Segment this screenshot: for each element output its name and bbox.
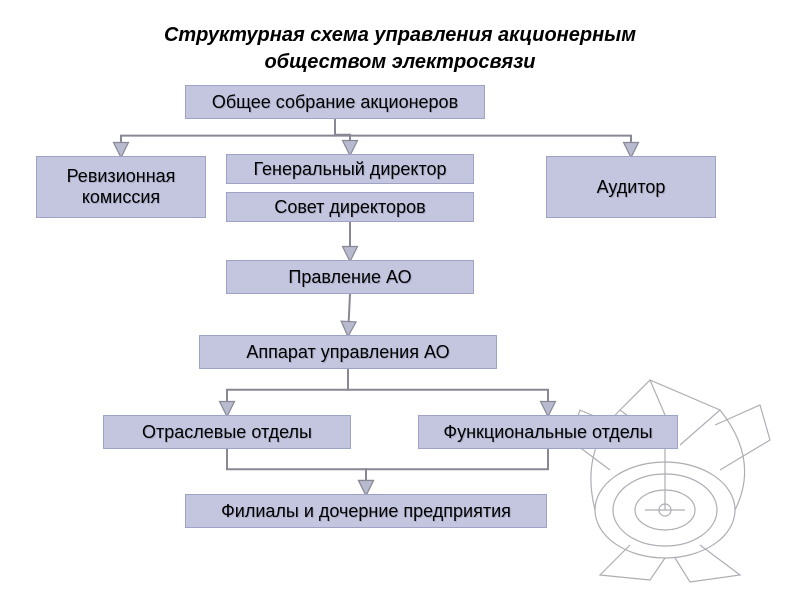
node-revision-commission: Ревизионная комиссия	[36, 156, 206, 218]
node-functional-departments: Функциональные отделы	[418, 415, 678, 449]
node-label: Аппарат управления АО	[246, 342, 449, 363]
decorative-illustration	[560, 370, 790, 585]
diagram-title: Структурная схема управления акционерным…	[0, 22, 800, 76]
node-label: Филиалы и дочерние предприятия	[221, 501, 511, 522]
node-label: Отраслевые отделы	[142, 422, 312, 443]
node-label: Функциональные отделы	[443, 422, 652, 443]
node-label: Правление АО	[288, 267, 411, 288]
node-general-meeting: Общее собрание акционеров	[185, 85, 485, 119]
node-general-director: Генеральный директор	[226, 154, 474, 184]
node-board-of-directors: Совет директоров	[226, 192, 474, 222]
node-label: Совет директоров	[274, 197, 425, 218]
node-label: Общее собрание акционеров	[212, 92, 458, 113]
title-line-2: обществом электросвязи	[264, 51, 535, 73]
node-label: Генеральный директор	[253, 159, 446, 180]
node-auditor: Аудитор	[546, 156, 716, 218]
title-line-1: Структурная схема управления акционерным	[164, 24, 636, 46]
node-industry-departments: Отраслевые отделы	[103, 415, 351, 449]
node-management-board: Правление АО	[226, 260, 474, 294]
node-branches-subsidiaries: Филиалы и дочерние предприятия	[185, 494, 547, 528]
node-label: Аудитор	[597, 177, 666, 198]
node-management-apparatus: Аппарат управления АО	[199, 335, 497, 369]
diagram-stage: Структурная схема управления акционерным…	[0, 0, 800, 600]
node-label: Ревизионная комиссия	[43, 166, 199, 208]
